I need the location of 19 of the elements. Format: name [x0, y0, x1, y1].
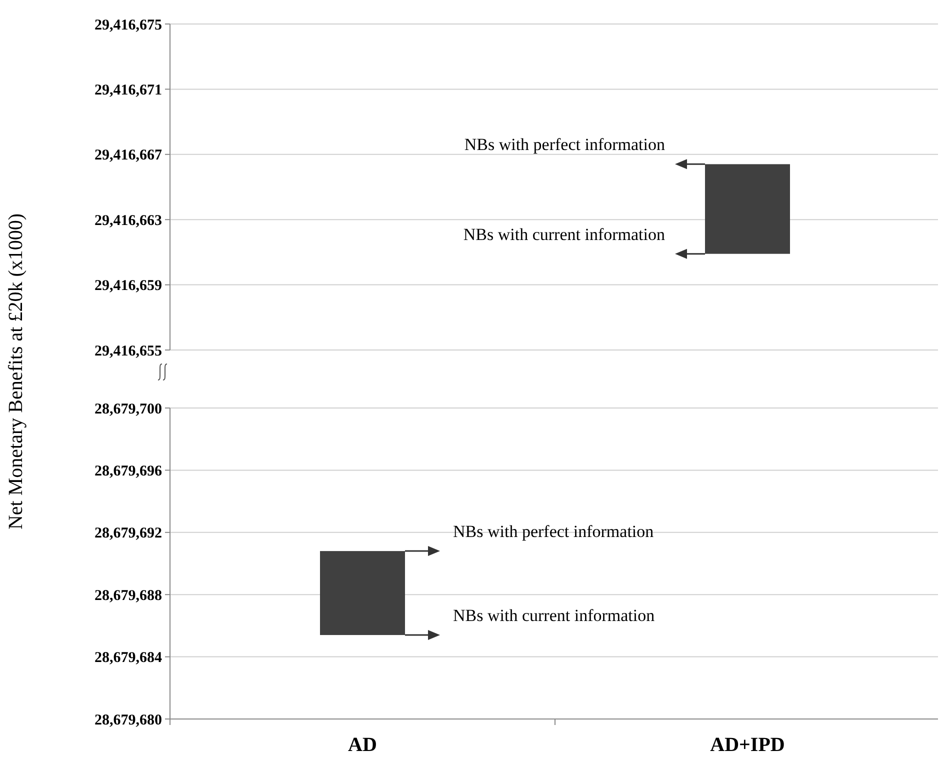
y-tick-label: 29,416,667	[94, 148, 162, 164]
x-tick-label: AD	[348, 734, 377, 756]
y-tick-label: 28,679,688	[94, 588, 162, 604]
annotation: NBs with current information	[453, 606, 656, 625]
y-tick-label: 29,416,655	[94, 343, 162, 360]
x-tick-label: AD+IPD	[710, 734, 785, 756]
y-tick-label: 29,416,671	[94, 82, 162, 98]
annotation: NBs with current information	[463, 224, 666, 244]
y-tick-label: 29,416,675	[94, 17, 162, 34]
y-tick-label: 29,416,663	[94, 212, 162, 229]
y-tick-label: 28,679,692	[94, 526, 162, 542]
y-tick-label: 28,679,680	[94, 712, 162, 728]
y-axis-title: Net Monetary Benefits at £20k (x1000)	[5, 213, 27, 530]
y-tick-label: 28,679,696	[94, 463, 162, 480]
annotation: NBs with perfect information	[464, 135, 666, 154]
y-tick-label: 28,679,684	[94, 650, 162, 666]
y-tick-label: 29,416,659	[94, 278, 162, 294]
y-tick-label: 28,679,700	[94, 401, 162, 418]
annotation: NBs with perfect information	[453, 522, 654, 542]
